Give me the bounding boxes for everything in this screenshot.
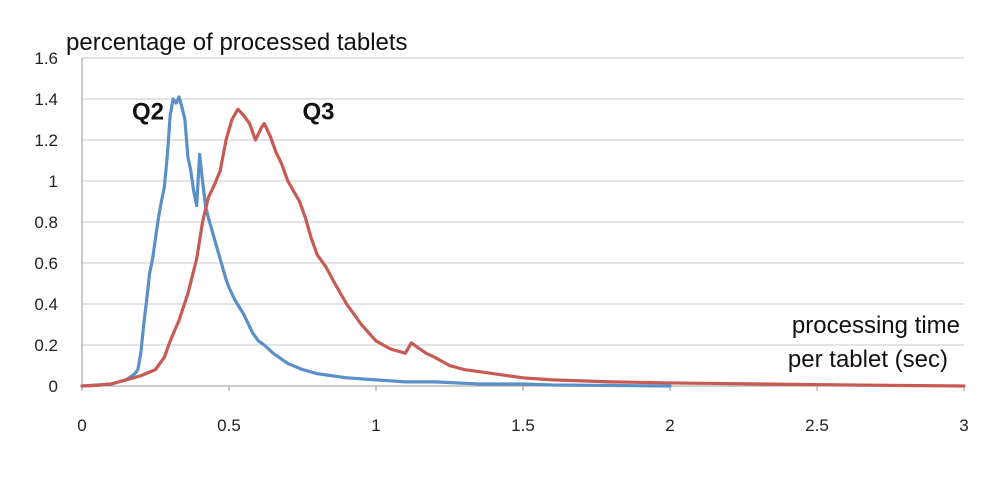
series-label-q2: Q2 [132,99,164,126]
x-tick-label-6: 3 [959,416,968,435]
y-tick-label-6: 1.2 [34,131,58,150]
x-axis-title-line-1: processing time [792,312,960,339]
x-tick-label-3: 1.5 [511,416,535,435]
series-label-q3: Q3 [303,99,335,126]
axes [81,58,965,391]
x-tick-label-5: 2.5 [805,416,829,435]
y-tick-label-3: 0.6 [34,254,58,273]
y-tick-label-4: 0.8 [34,213,58,232]
y-tick-label-7: 1.4 [34,90,58,109]
y-axis-title: percentage of processed tablets [66,29,408,56]
y-tick-label-0: 0 [49,377,58,396]
series-lines [80,95,966,388]
series-labels: Q2 Q3 [132,99,335,126]
y-tick-label-8: 1.6 [34,49,58,68]
series-line-q2 [80,95,672,388]
x-axis-title-line-2: per tablet (sec) [788,346,948,373]
gridlines [82,57,964,346]
series-line-q3 [80,107,966,388]
y-tick-label-1: 0.2 [34,336,58,355]
x-tick-label-2: 1 [371,416,380,435]
x-tick-label-4: 2 [665,416,674,435]
y-tick-label-5: 1 [49,172,58,191]
tick-labels: 0 0.2 0.4 0.6 0.8 1 1.2 1.4 1.6 0 0.5 1 1.5 2 2.5 3 [34,49,968,435]
x-tick-label-0: 0 [77,416,86,435]
y-tick-label-2: 0.4 [34,295,58,314]
x-tick-label-1: 0.5 [217,416,241,435]
